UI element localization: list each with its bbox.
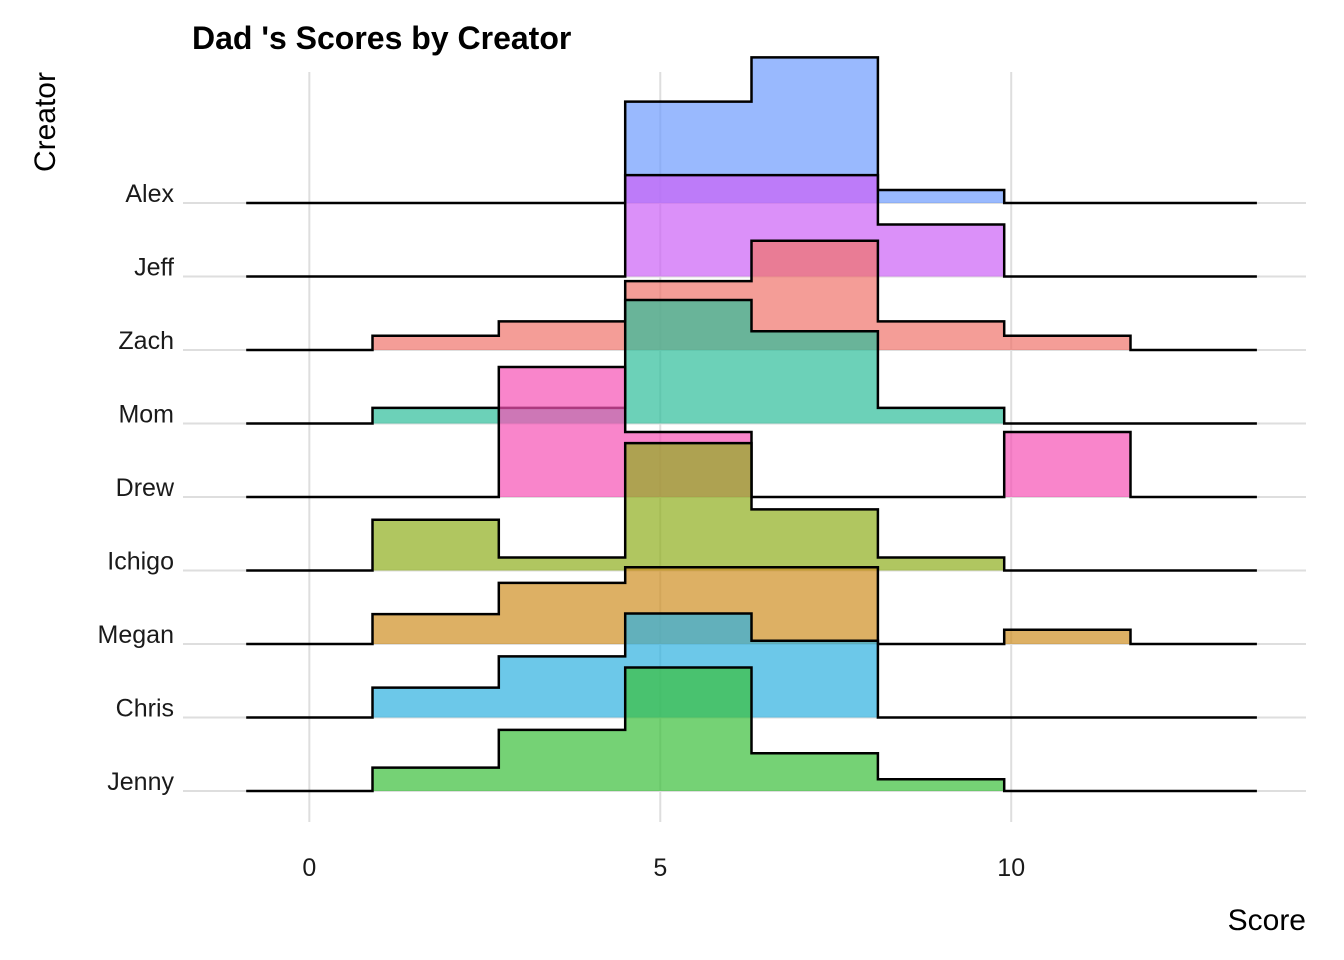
ridge-outline — [246, 298, 1257, 425]
y-tick-label: Jeff — [134, 254, 174, 282]
ridge-zach — [246, 239, 1257, 352]
ridge-alex — [246, 56, 1257, 205]
ridge-outline — [246, 612, 1257, 719]
y-tick-label: Megan — [98, 621, 174, 649]
y-tick-label: Zach — [118, 327, 174, 355]
tick-labels: 0 5 10 Jenny Chris Megan Ichigo Drew Mom Zach Jeff… — [98, 180, 1026, 882]
ridge-outline — [246, 56, 1257, 205]
ridge-area — [246, 613, 1257, 718]
x-tick-label: 10 — [997, 854, 1025, 882]
ridge-mom — [246, 298, 1257, 425]
ridge-outline — [246, 666, 1257, 793]
ridge-megan — [246, 566, 1257, 646]
y-tick-label: Chris — [116, 695, 174, 723]
ridge-ichigo — [246, 441, 1257, 572]
y-tick-label: Mom — [118, 401, 174, 429]
ridge-jeff — [246, 173, 1257, 278]
ridge-area — [246, 300, 1257, 424]
ridge-jenny — [246, 666, 1257, 793]
chart-title: Dad 's Scores by Creator — [192, 20, 571, 56]
ridges — [246, 56, 1257, 793]
ridge-area — [246, 175, 1257, 277]
x-tick-label: 0 — [302, 854, 316, 882]
y-tick-label: Jenny — [107, 768, 174, 796]
ridge-outline — [246, 441, 1257, 572]
ridge-area — [246, 57, 1257, 204]
ridge-outline — [246, 239, 1257, 352]
ridge-chris — [246, 612, 1257, 719]
x-axis-title: Score — [1228, 904, 1306, 937]
y-tick-label: Ichigo — [107, 548, 174, 576]
ridge-outline — [246, 173, 1257, 278]
y-axis-title: Creator — [29, 72, 62, 172]
y-tick-label: Drew — [116, 474, 175, 502]
x-tick-label: 5 — [653, 854, 667, 882]
y-tick-label: Alex — [125, 180, 174, 208]
ridge-outline — [246, 566, 1257, 646]
ridge-area — [246, 443, 1257, 571]
